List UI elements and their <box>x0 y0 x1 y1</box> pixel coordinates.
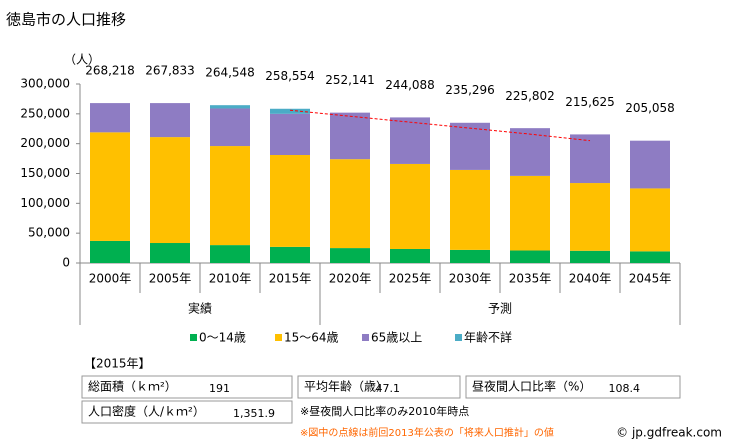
y-tick-label: 0 <box>62 256 70 270</box>
total-label: 264,548 <box>205 66 255 80</box>
y-tick-label: 200,000 <box>20 136 70 150</box>
legend-swatch <box>190 334 197 341</box>
y-tick-label: 50,000 <box>28 226 70 240</box>
bar-segment <box>390 163 430 249</box>
total-label: 258,554 <box>265 69 315 83</box>
info-heading: 【2015年】 <box>84 357 151 371</box>
bar-segment <box>570 250 610 263</box>
bar-segment <box>210 108 250 147</box>
bar-segment <box>330 159 370 249</box>
x-tick-label: 2005年 <box>149 272 192 286</box>
info-value: 47.1 <box>376 382 401 395</box>
legend-label: 15〜64歳 <box>284 331 339 345</box>
x-tick-label: 2030年 <box>449 272 492 286</box>
group-label: 実績 <box>188 301 212 316</box>
total-label: 215,625 <box>565 95 615 109</box>
bar-segment <box>90 132 130 241</box>
bar-segment <box>390 248 430 263</box>
total-label: 267,833 <box>145 64 195 78</box>
x-tick-label: 2025年 <box>389 272 432 286</box>
x-tick-label: 2000年 <box>89 272 132 286</box>
bar-segment <box>150 103 190 138</box>
bar-segment <box>630 140 670 189</box>
y-axis-label: （人） <box>64 53 100 67</box>
info-value: 108.4 <box>609 382 641 395</box>
legend-swatch <box>455 334 462 341</box>
credit: © jp.gdfreak.com <box>616 426 722 440</box>
total-label: 225,802 <box>505 89 555 103</box>
y-tick-label: 250,000 <box>20 106 70 120</box>
bar-segment <box>510 128 550 176</box>
info-box <box>297 375 461 399</box>
x-tick-label: 2010年 <box>209 272 252 286</box>
bar-segment <box>570 134 610 184</box>
info-label: 人口密度（人/ｋｍ²） <box>88 404 205 419</box>
total-label: 205,058 <box>625 101 675 115</box>
y-tick-label: 150,000 <box>20 166 70 180</box>
legend-label: 65歳以上 <box>371 331 422 345</box>
bar-segment <box>330 112 370 160</box>
bar-segment <box>90 103 130 133</box>
legend-label: 0〜14歳 <box>199 331 246 345</box>
bar-segment <box>270 108 310 114</box>
legend-label: 年齢不詳 <box>464 330 512 345</box>
bar-segment <box>510 250 550 263</box>
bar-segment <box>210 146 250 246</box>
total-label: 268,218 <box>85 63 135 77</box>
bar-segment <box>390 117 430 164</box>
bar-segment <box>270 155 310 247</box>
bar-segment <box>630 188 670 252</box>
y-tick-label: 300,000 <box>20 77 70 91</box>
info-value: 191 <box>209 382 230 395</box>
note: ※昼夜間人口比率のみ2010年時点 <box>300 404 469 418</box>
total-label: 252,141 <box>325 73 375 87</box>
bar-segment <box>510 175 550 251</box>
chart-title: 徳島市の人口推移 <box>6 11 126 29</box>
x-tick-label: 2015年 <box>269 272 312 286</box>
info-label: 平均年齢（歳） <box>304 379 388 394</box>
info-label: 総面積（ｋｍ²） <box>88 379 177 394</box>
legend-swatch <box>362 334 369 341</box>
bar-segment <box>450 122 490 170</box>
bar-segment <box>450 169 490 250</box>
bar-segment <box>450 249 490 263</box>
bar-segment <box>150 137 190 244</box>
bar-segment <box>330 248 370 263</box>
info-value: 1,351.9 <box>233 407 275 420</box>
bar-segment <box>210 105 250 109</box>
group-label: 予測 <box>488 302 512 316</box>
previous-projection-line <box>289 109 591 142</box>
bar-segment <box>270 246 310 263</box>
bar-segment <box>570 183 610 251</box>
total-label: 244,088 <box>385 78 435 92</box>
info-box <box>81 400 293 424</box>
bar-segment <box>630 251 670 263</box>
info-box <box>465 375 681 399</box>
x-tick-label: 2040年 <box>569 272 612 286</box>
total-label: 235,296 <box>445 83 495 97</box>
bar-segment <box>210 245 250 263</box>
bar-segment <box>90 240 130 263</box>
y-tick-label: 100,000 <box>20 196 70 210</box>
note: ※図中の点線は前回2013年公表の「将来人口推計」の値 <box>300 426 554 439</box>
x-tick-label: 2045年 <box>629 272 672 286</box>
x-tick-label: 2035年 <box>509 272 552 286</box>
bar-segment <box>270 113 310 156</box>
info-label: 昼夜間人口比率（%） <box>472 379 591 394</box>
bar-segment <box>150 243 190 263</box>
info-box <box>81 375 293 399</box>
legend-swatch <box>275 334 282 341</box>
x-tick-label: 2020年 <box>329 272 372 286</box>
